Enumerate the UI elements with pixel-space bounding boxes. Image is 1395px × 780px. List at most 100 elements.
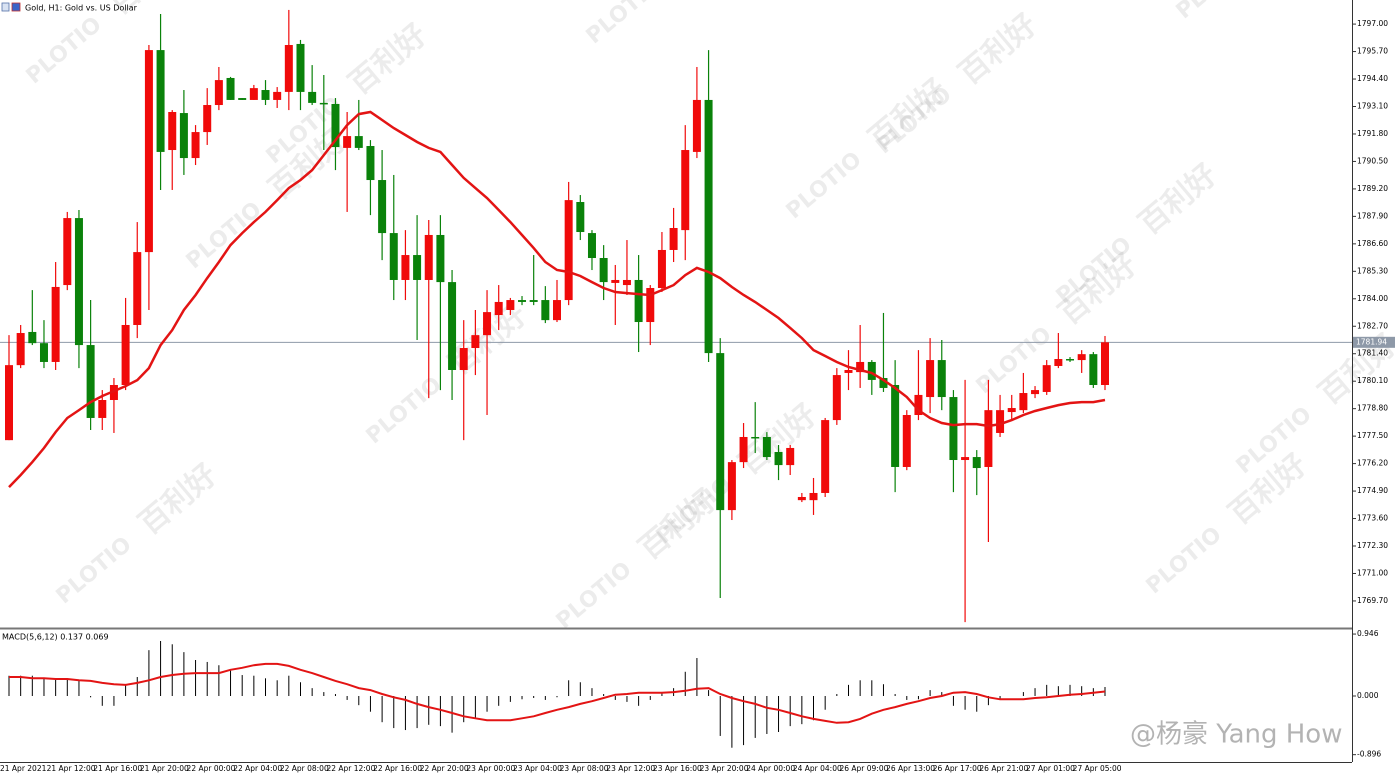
candle-body [86,345,95,418]
x-tick-label: 23 Apr 20:00 [700,764,749,773]
x-tick-label: 21 Apr 12:00 [47,764,96,773]
candle-body [622,279,631,286]
candle-body [448,282,457,370]
candle-body [191,132,200,159]
candle-body [704,99,713,354]
symbol-icon [1,2,10,12]
x-tick-label: 27 Apr 01:00 [1026,764,1075,773]
candle-body [786,447,795,466]
candle-body [273,91,282,100]
candle-body [378,180,387,234]
candle-body [529,300,538,302]
flag-icon [11,2,21,12]
candle-body [926,360,935,398]
last-price-label: 1781.94 [1356,337,1387,346]
candle-body [39,343,48,362]
candle-body [949,397,958,461]
candle-body [168,111,177,151]
candle-body [867,361,876,380]
candle-body [413,255,422,280]
candle-body [16,333,25,366]
candle-body [937,360,946,398]
y-tick-label: 1786.60 [1357,239,1388,248]
candle-body [436,234,445,283]
candle-body [179,113,188,159]
candle-body [343,136,352,148]
x-tick-label: 27 Apr 05:00 [1073,764,1122,773]
candle-body [576,202,585,233]
y-tick-label: 1795.70 [1357,47,1388,56]
candle-body [366,146,375,181]
candle-body [587,233,596,259]
y-tick-label: 1774.90 [1357,486,1388,495]
x-tick-label: 26 Apr 21:00 [979,764,1028,773]
y-tick-label: 0.000 [1357,691,1379,700]
candle-body [657,249,666,289]
x-tick-label: 24 Apr 00:00 [746,764,795,773]
candle-body [203,105,212,133]
y-tick-label: 1773.60 [1357,514,1388,523]
candle-body [634,279,643,323]
y-tick-label: 1782.70 [1357,321,1388,330]
candle-body [902,415,911,467]
y-tick-label: 1769.70 [1357,596,1388,605]
candle-body [109,384,118,401]
y-tick-label: 1772.30 [1357,541,1388,550]
x-tick-label: 22 Apr 16:00 [373,764,422,773]
y-tick-label: 1776.20 [1357,459,1388,468]
candle-body [331,103,340,148]
candle-body [518,300,527,302]
candle-body [879,378,888,388]
candle-body [1077,354,1086,361]
candle-body [308,91,317,103]
candle-body [354,136,363,148]
x-tick-label: 23 Apr 08:00 [560,764,609,773]
candle-body [692,99,701,152]
candle-body [669,227,678,250]
candle-body [5,365,13,441]
candle-body [226,77,235,100]
candle-body [1031,390,1040,395]
candle-body [681,150,690,231]
y-tick-label: 1784.00 [1357,294,1388,303]
y-tick-label: 0.946 [1357,629,1379,638]
candle-body [751,436,760,439]
candle-body [739,436,748,463]
candle-body [984,410,993,467]
x-tick-label: 23 Apr 16:00 [653,764,702,773]
candle-body [389,233,398,280]
y-tick-label: -0.896 [1357,750,1381,759]
y-tick-label: 1790.50 [1357,156,1388,165]
candle-body [133,252,142,325]
candle-body [284,45,293,92]
x-tick-label: 26 Apr 17:00 [933,764,982,773]
x-tick-label: 22 Apr 20:00 [420,764,469,773]
candle-body [483,312,492,336]
candle-body [63,218,72,286]
candle-body [914,394,923,416]
y-tick-label: 1794.40 [1357,74,1388,83]
chart-title: Gold, H1: Gold vs. US Dollar [25,4,138,13]
x-tick-label: 21 Apr 2021 [0,764,47,773]
y-tick-label: 1791.80 [1357,129,1388,138]
author-watermark: @杨豪 Yang How [1130,720,1342,750]
candle-body [832,375,841,421]
candle-body [28,331,37,344]
y-tick-label: 1778.80 [1357,404,1388,413]
y-tick-label: 1780.10 [1357,376,1388,385]
y-tick-label: 1797.00 [1357,19,1388,28]
moving-average-line [8,110,1106,488]
candle-body [996,410,1005,433]
x-tick-label: 23 Apr 04:00 [513,764,562,773]
x-tick-label: 21 Apr 16:00 [93,764,142,773]
candle-body [646,288,655,323]
candle-body [261,90,270,100]
last-price-box [1353,336,1395,348]
plot-area [0,9,1352,748]
candle-body [961,457,970,461]
candle-body [553,300,561,321]
candle-body [809,492,818,501]
candle-body [1054,359,1063,366]
